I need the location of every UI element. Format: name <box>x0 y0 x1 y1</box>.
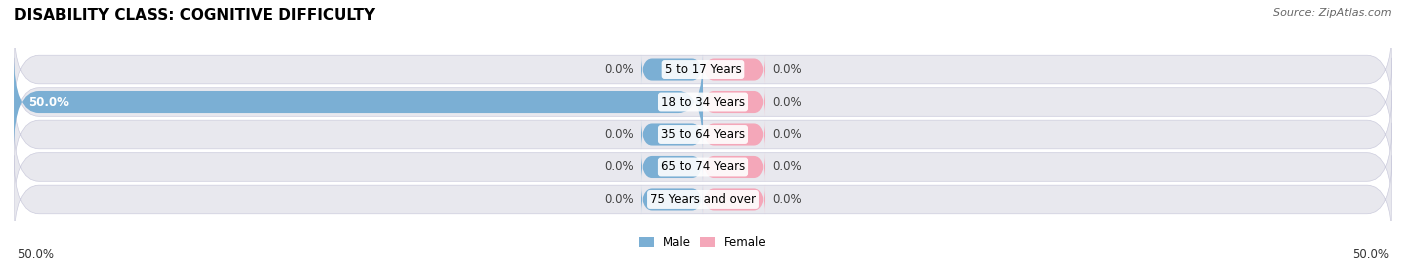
Text: 0.0%: 0.0% <box>605 63 634 76</box>
Text: 18 to 34 Years: 18 to 34 Years <box>661 95 745 108</box>
Text: 0.0%: 0.0% <box>772 128 801 141</box>
Text: 0.0%: 0.0% <box>772 193 801 206</box>
FancyBboxPatch shape <box>703 119 765 150</box>
Text: 5 to 17 Years: 5 to 17 Years <box>665 63 741 76</box>
FancyBboxPatch shape <box>14 123 1392 211</box>
FancyBboxPatch shape <box>14 25 1392 114</box>
FancyBboxPatch shape <box>14 58 1392 146</box>
FancyBboxPatch shape <box>641 119 703 150</box>
Text: 0.0%: 0.0% <box>605 161 634 174</box>
Text: 50.0%: 50.0% <box>28 95 69 108</box>
FancyBboxPatch shape <box>641 152 703 182</box>
FancyBboxPatch shape <box>14 55 703 150</box>
Text: 75 Years and over: 75 Years and over <box>650 193 756 206</box>
FancyBboxPatch shape <box>703 152 765 182</box>
Text: 50.0%: 50.0% <box>17 248 53 261</box>
Text: Source: ZipAtlas.com: Source: ZipAtlas.com <box>1274 8 1392 18</box>
FancyBboxPatch shape <box>641 55 703 84</box>
Text: 0.0%: 0.0% <box>605 193 634 206</box>
FancyBboxPatch shape <box>703 55 765 84</box>
FancyBboxPatch shape <box>703 185 765 214</box>
Text: 35 to 64 Years: 35 to 64 Years <box>661 128 745 141</box>
Text: 65 to 74 Years: 65 to 74 Years <box>661 161 745 174</box>
FancyBboxPatch shape <box>641 185 703 214</box>
Text: 50.0%: 50.0% <box>1353 248 1389 261</box>
FancyBboxPatch shape <box>14 155 1392 244</box>
FancyBboxPatch shape <box>703 87 765 117</box>
Text: 0.0%: 0.0% <box>772 95 801 108</box>
FancyBboxPatch shape <box>14 90 1392 179</box>
Text: 0.0%: 0.0% <box>605 128 634 141</box>
Text: 0.0%: 0.0% <box>772 161 801 174</box>
Legend: Male, Female: Male, Female <box>636 232 770 253</box>
Text: 0.0%: 0.0% <box>772 63 801 76</box>
Text: DISABILITY CLASS: COGNITIVE DIFFICULTY: DISABILITY CLASS: COGNITIVE DIFFICULTY <box>14 8 375 23</box>
